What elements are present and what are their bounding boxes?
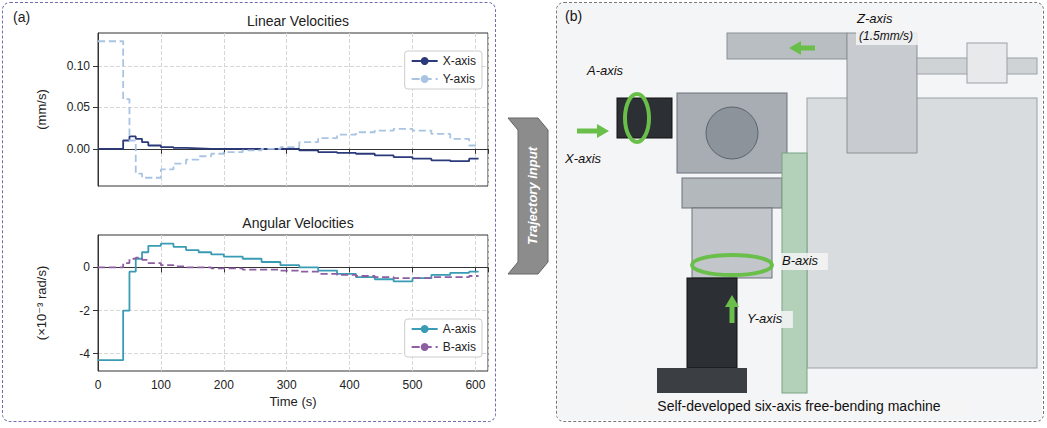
svg-text:A-axis: A-axis (443, 322, 476, 336)
svg-text:(1.5mm/s): (1.5mm/s) (859, 29, 913, 43)
svg-text:500: 500 (403, 378, 423, 392)
svg-text:(×10⁻³ rad/s): (×10⁻³ rad/s) (34, 266, 49, 340)
svg-text:300: 300 (277, 378, 297, 392)
svg-text:Self-developed six-axis free-b: Self-developed six-axis free-bending mac… (657, 398, 940, 414)
svg-text:B-axis: B-axis (782, 253, 819, 268)
svg-text:-4: -4 (79, 347, 90, 361)
svg-text:X-axis: X-axis (564, 151, 602, 166)
svg-text:Time (s): Time (s) (269, 394, 316, 409)
svg-text:100: 100 (151, 378, 171, 392)
svg-text:0.05: 0.05 (67, 100, 91, 114)
svg-text:-2: -2 (79, 304, 90, 318)
svg-text:Y-axis: Y-axis (747, 311, 783, 326)
svg-text:A-axis: A-axis (586, 63, 624, 78)
html-text:(a): (a) (13, 9, 31, 25)
svg-text:600: 600 (465, 378, 485, 392)
svg-text:200: 200 (214, 378, 234, 392)
svg-text:Y-axis: Y-axis (443, 72, 475, 86)
svg-text:0.00: 0.00 (67, 142, 91, 156)
svg-text:0: 0 (83, 260, 90, 274)
svg-text:0.10: 0.10 (67, 59, 91, 73)
svg-text:X-axis: X-axis (443, 54, 476, 68)
svg-text:(mm/s): (mm/s) (34, 89, 49, 129)
svg-text:400: 400 (340, 378, 360, 392)
svg-text:B-axis: B-axis (443, 340, 476, 354)
svg-text:Z-axis: Z-axis (856, 11, 893, 26)
svg-text:0: 0 (95, 378, 102, 392)
svg-text:(b): (b) (565, 8, 582, 24)
svg-text:Angular Velocities: Angular Velocities (242, 215, 353, 231)
svg-text:Trajectory input: Trajectory input (525, 146, 540, 245)
svg-text:Linear Velocities: Linear Velocities (247, 13, 349, 29)
